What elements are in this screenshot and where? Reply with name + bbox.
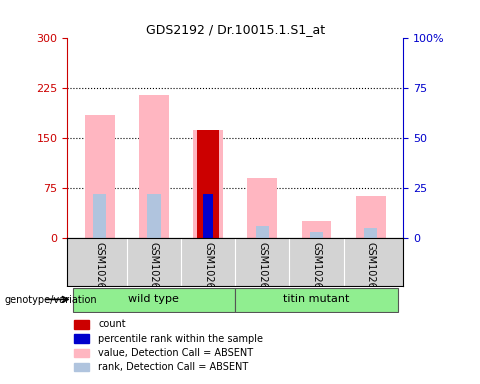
Bar <box>93 194 107 238</box>
Text: GSM102665: GSM102665 <box>257 242 267 301</box>
Bar <box>255 226 269 238</box>
Bar <box>247 178 277 238</box>
Bar <box>139 95 169 238</box>
Text: count: count <box>98 319 126 329</box>
Bar <box>193 129 223 238</box>
FancyBboxPatch shape <box>235 288 398 312</box>
Bar <box>203 194 213 238</box>
Text: percentile rank within the sample: percentile rank within the sample <box>98 334 264 344</box>
Bar <box>74 334 89 343</box>
Text: GSM102671: GSM102671 <box>149 242 159 301</box>
Bar <box>74 320 89 329</box>
Bar <box>85 115 115 238</box>
Text: genotype/variation: genotype/variation <box>5 295 97 305</box>
Bar <box>147 194 161 238</box>
Bar <box>364 228 377 238</box>
Bar <box>197 129 219 238</box>
Text: value, Detection Call = ABSENT: value, Detection Call = ABSENT <box>98 348 253 358</box>
Bar <box>310 232 323 238</box>
Bar <box>301 222 331 238</box>
Bar <box>74 363 89 371</box>
Bar <box>74 349 89 357</box>
Text: wild type: wild type <box>129 295 180 305</box>
Text: GSM102667: GSM102667 <box>366 242 376 301</box>
Bar <box>201 194 215 238</box>
Text: titin mutant: titin mutant <box>283 295 349 305</box>
Title: GDS2192 / Dr.10015.1.S1_at: GDS2192 / Dr.10015.1.S1_at <box>145 23 325 36</box>
FancyBboxPatch shape <box>72 288 235 312</box>
Bar <box>356 196 385 238</box>
Text: GSM102674: GSM102674 <box>203 242 213 301</box>
Text: GSM102669: GSM102669 <box>95 242 105 301</box>
Text: GSM102666: GSM102666 <box>312 242 322 301</box>
Text: rank, Detection Call = ABSENT: rank, Detection Call = ABSENT <box>98 362 249 372</box>
